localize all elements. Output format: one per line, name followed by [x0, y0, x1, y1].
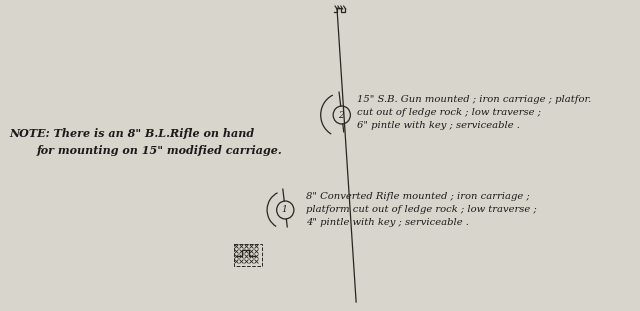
Text: 15" S.B. Gun mounted ; iron carriage ; platfor.: 15" S.B. Gun mounted ; iron carriage ; p…	[357, 95, 591, 104]
Text: platform cut out of ledge rock ; low traverse ;: platform cut out of ledge rock ; low tra…	[307, 205, 537, 214]
Text: NOTE: There is an 8" B.L.Rifle on hand: NOTE: There is an 8" B.L.Rifle on hand	[10, 128, 255, 139]
Text: 4" pintle with key ; serviceable .: 4" pintle with key ; serviceable .	[307, 218, 469, 227]
Text: for mounting on 15" modified carriage.: for mounting on 15" modified carriage.	[36, 145, 282, 156]
Text: 8" Converted Rifle mounted ; iron carriage ;: 8" Converted Rifle mounted ; iron carria…	[307, 192, 530, 201]
Bar	[234, 244, 262, 266]
Text: 2: 2	[338, 110, 344, 119]
Text: cut out of ledge rock ; low traverse ;: cut out of ledge rock ; low traverse ;	[357, 108, 541, 117]
Text: 1: 1	[282, 206, 287, 215]
Text: 6" pintle with key ; serviceable .: 6" pintle with key ; serviceable .	[357, 121, 520, 130]
